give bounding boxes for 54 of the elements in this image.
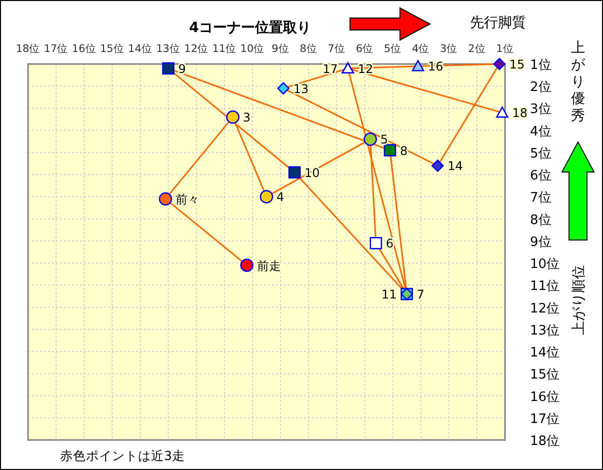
annotation: 6 [386, 236, 394, 251]
y-tick-label: 14位 [530, 346, 560, 361]
y-tick-label: 17位 [530, 412, 560, 427]
y-tick-label: 2位 [530, 80, 552, 96]
x-tick-label: 2位 [468, 43, 486, 55]
y-tick-label: 12位 [530, 301, 560, 316]
x-tick-label: 10位 [240, 43, 265, 55]
y-tick-label: 9位 [530, 234, 552, 250]
y-tick-label: 7位 [530, 190, 552, 206]
y-tick-label: 4位 [530, 124, 552, 140]
x-tick-label: 18位 [16, 43, 40, 55]
annotation: 13 [293, 82, 309, 96]
text: 赤色ポイントは近3走 [60, 448, 185, 463]
annotation: 15 [509, 58, 525, 72]
x-tick-label: 1位 [496, 43, 514, 55]
annotation: 前走 [256, 258, 281, 273]
x-tick-label: 4位 [412, 43, 430, 55]
x-tick-label: 14位 [128, 43, 152, 55]
annotation: 18 [512, 106, 528, 120]
x-tick-label: 8位 [300, 43, 318, 55]
x-tick-label: 5位 [384, 43, 402, 55]
text: 上がり優秀 [571, 40, 586, 124]
x-tick-label: 7位 [328, 43, 346, 55]
chart-title: 4コーナー位置取り [189, 20, 311, 36]
y-tick-label: 15位 [530, 368, 560, 383]
x-tick-label: 13位 [156, 43, 180, 55]
y-tick-label: 18位 [530, 434, 560, 449]
y-tick-label: 13位 [530, 323, 560, 338]
y-tick-label: 6位 [530, 168, 552, 184]
x-tick-label: 6位 [356, 43, 374, 55]
x-tick-label: 15位 [100, 43, 124, 55]
annotation: 14 [448, 159, 463, 174]
annotation: 7 [416, 288, 424, 302]
annotation: 4 [276, 190, 284, 204]
y-tick-label: 1位 [530, 58, 552, 73]
annotation: 前々 [175, 192, 200, 206]
y-tick-label: 5位 [530, 146, 552, 162]
annotation: 11 [382, 288, 397, 302]
annotation: 9 [178, 62, 186, 76]
text: 先行脚質 [470, 15, 526, 31]
y-tick-label: 11位 [530, 279, 560, 294]
y-axis-title: 上がり順位 [571, 265, 587, 335]
annotation: 3 [242, 110, 250, 125]
x-tick-label: 3位 [440, 43, 458, 55]
y-tick-label: 3位 [530, 102, 552, 118]
annotation: 17 [322, 62, 338, 76]
y-tick-label: 16位 [530, 390, 560, 405]
x-tick-label: 9位 [272, 43, 290, 55]
x-tick-label: 17位 [44, 43, 68, 55]
x-tick-label: 12位 [184, 43, 209, 55]
x-tick-label: 16位 [72, 43, 96, 55]
y-tick-label: 10位 [530, 257, 560, 272]
y-tick-label: 8位 [530, 212, 552, 228]
x-tick-label: 11位 [212, 43, 237, 55]
